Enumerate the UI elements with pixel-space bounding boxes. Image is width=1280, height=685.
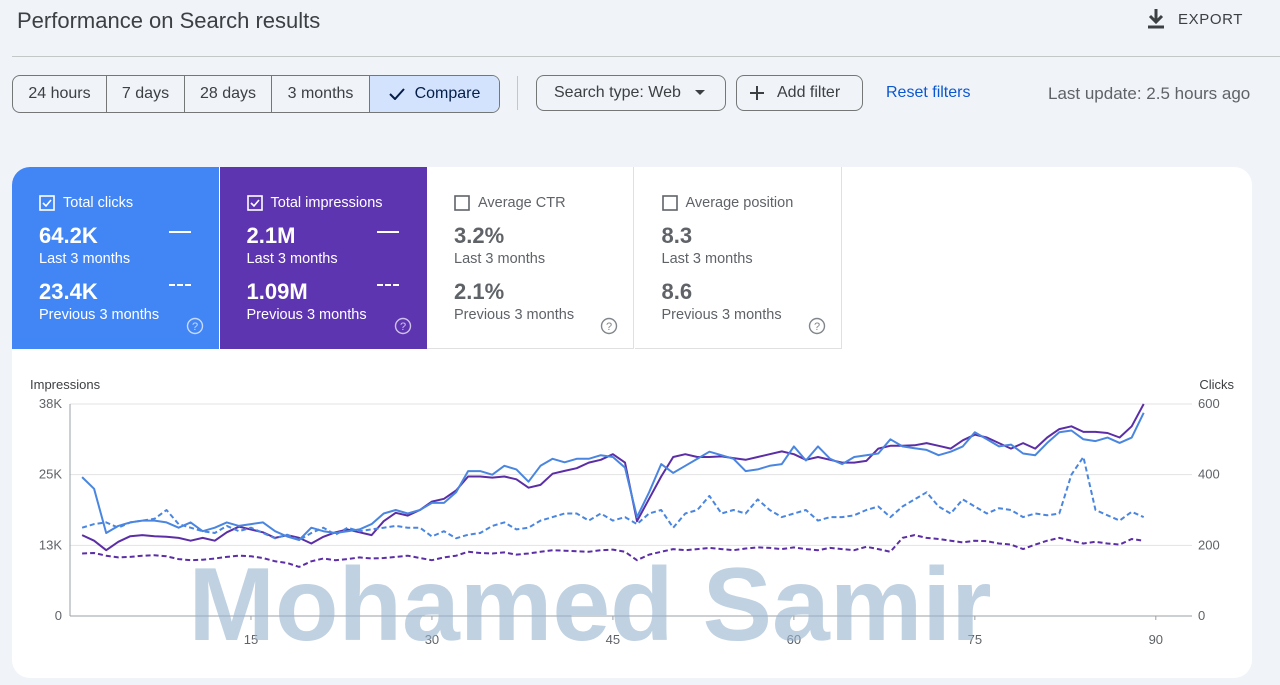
metric-card[interactable]: Total impressions 2.1M Last 3 months 1.09M P…: [219, 167, 427, 349]
metric-label: Average position: [685, 195, 794, 211]
checkbox-checked: [246, 195, 263, 211]
check-icon: [388, 88, 405, 100]
metric-current: 3.2%: [454, 223, 505, 248]
y-tick-label: 0: [55, 608, 62, 623]
metric-card[interactable]: Average CTR 3.2% Last 3 months 2.1% Previous…: [427, 167, 634, 349]
range-button[interactable]: 3 months: [272, 76, 370, 112]
y2-tick-label: 400: [1198, 467, 1220, 482]
metric-current-period: Last 3 months: [246, 251, 338, 267]
help-icon: ?: [600, 317, 618, 340]
chart: Impressions Clicks 0 13K 25K 38K 0 200 400 600 15 3…: [30, 377, 1234, 647]
x-tick-label: 45: [606, 632, 620, 647]
compare-button[interactable]: Compare: [370, 76, 499, 112]
metric-previous: 2.1%: [454, 279, 505, 304]
metric-current-period: Last 3 months: [454, 251, 546, 267]
svg-text:?: ?: [192, 321, 198, 333]
performance-panel: Impressions Clicks 0 13K 25K 38K 0 200 400 600 15 3…: [12, 167, 1252, 678]
previous-line: [81, 456, 1145, 541]
y2-axis-title: Clicks: [1199, 377, 1234, 392]
checkbox-checked: [39, 195, 55, 211]
x-tick-label: 60: [787, 632, 801, 647]
help-circle: ?: [394, 317, 411, 335]
help-circle: ?: [808, 317, 825, 335]
y2-tick-label: 200: [1198, 537, 1220, 552]
export-label: EXPORT: [1178, 10, 1244, 28]
metric-previous-period: Previous 3 months: [661, 307, 782, 323]
x-tick-label: 30: [425, 632, 439, 647]
add-filter-label: Add filter: [777, 84, 841, 101]
add-filter-chip[interactable]: Add filter: [736, 75, 863, 111]
help-circle: ?: [186, 317, 204, 335]
metric-label-row: Average CTR: [454, 195, 633, 211]
solid-indicator: [169, 231, 191, 233]
range-button[interactable]: 24 hours: [13, 76, 107, 112]
help-icon: ?: [186, 317, 204, 340]
metric-label-row: Total impressions: [246, 195, 427, 211]
y-tick-label: 38K: [39, 396, 62, 411]
checkbox: [661, 195, 678, 211]
previous-line: [82, 534, 1144, 568]
metric-previous: 23.4K: [39, 279, 98, 304]
dropdown-arrow: [694, 90, 705, 95]
metric-current-period: Last 3 months: [39, 251, 131, 267]
metric-current-period: Last 3 months: [661, 251, 753, 267]
reset-filters[interactable]: Reset filters: [886, 84, 971, 101]
metric-current: 64.2K: [39, 223, 98, 248]
svg-text:?: ?: [813, 321, 819, 333]
solid-indicator: [376, 231, 399, 233]
svg-text:?: ?: [399, 321, 405, 333]
metric-previous: 1.09M: [246, 279, 308, 304]
metric-card[interactable]: Average position 8.3 Last 3 months 8.6 Previ…: [634, 167, 842, 349]
dashed-indicator: [376, 284, 399, 286]
dashed-indicator: [169, 284, 191, 286]
help-circle: ?: [600, 317, 618, 335]
y2-tick-label: 600: [1198, 396, 1220, 411]
divider: [12, 56, 1280, 57]
metric-label: Total clicks: [63, 195, 134, 211]
metric-previous: 8.6: [661, 279, 693, 304]
metric-label: Total impressions: [270, 195, 383, 211]
page-title: Performance on Search results: [17, 8, 321, 33]
current-line: [81, 412, 1145, 541]
metric-label-row: Total clicks: [39, 195, 219, 211]
metric-card[interactable]: Total clicks 64.2K Last 3 months 23.4K Previ…: [12, 167, 219, 349]
separator: [517, 76, 518, 110]
download-icon: [1148, 9, 1164, 29]
help-icon: ?: [808, 317, 826, 340]
last-update: Last update: 2.5 hours ago: [1048, 84, 1251, 103]
range-button[interactable]: 7 days: [107, 76, 185, 112]
metric-current: 8.3: [661, 223, 693, 248]
metric-previous-period: Previous 3 months: [454, 307, 575, 323]
y2-tick-label: 0: [1198, 608, 1205, 623]
range-button[interactable]: 28 days: [185, 76, 272, 112]
metric-label-row: Average position: [661, 195, 841, 211]
metric-current: 2.1M: [246, 223, 296, 248]
svg-text:?: ?: [606, 321, 612, 333]
search-type-chip[interactable]: Search type: Web: [536, 75, 726, 111]
x-tick-label: 75: [968, 632, 982, 647]
x-tick-label: 90: [1149, 632, 1163, 647]
help-icon: ?: [394, 317, 412, 340]
compare-label: Compare: [414, 85, 481, 102]
export-button[interactable]: EXPORT: [1146, 8, 1243, 30]
search-type-label: Search type: Web: [554, 84, 681, 101]
current-line: [81, 403, 1145, 552]
metric-label: Average CTR: [478, 195, 566, 211]
y-tick-label: 13K: [39, 537, 62, 552]
y-axis-title: Impressions: [30, 377, 101, 392]
date-range-group: 24 hours 7 days 28 days 3 months Compare: [12, 75, 500, 113]
checkbox: [454, 195, 470, 211]
plus-icon: [750, 86, 764, 100]
y-tick-label: 25K: [39, 467, 62, 482]
metric-previous-period: Previous 3 months: [39, 307, 160, 323]
x-tick-label: 15: [244, 632, 258, 647]
metric-previous-period: Previous 3 months: [246, 307, 367, 323]
